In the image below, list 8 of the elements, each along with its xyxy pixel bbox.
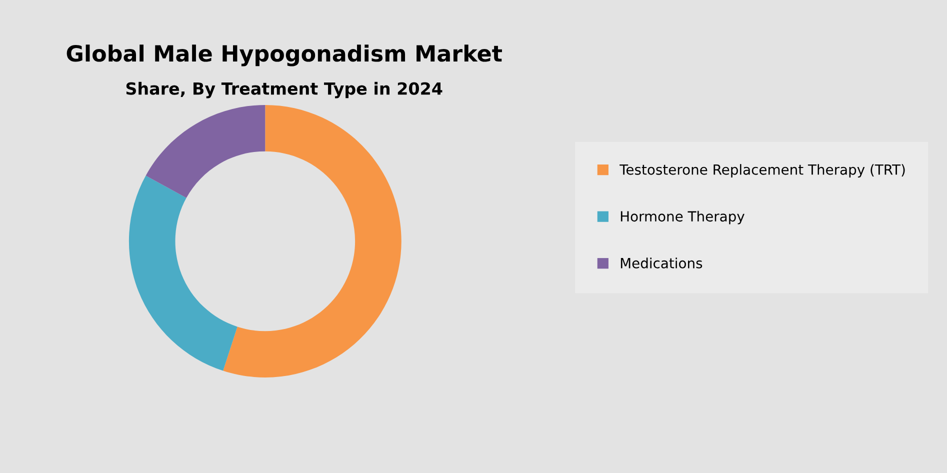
legend-label: Medications [620, 258, 702, 268]
donut-slice [128, 176, 238, 371]
legend-label: Hormone Therapy [620, 210, 744, 224]
chart-title: Global Male Hypogonadism Market [66, 44, 502, 66]
donut-slice [223, 105, 402, 378]
donut-slice [146, 105, 266, 198]
legend-label: Testosterone Replacement Therapy (TRT) [620, 164, 905, 178]
chart-subtitle: Share, By Treatment Type in 2024 [126, 82, 442, 98]
